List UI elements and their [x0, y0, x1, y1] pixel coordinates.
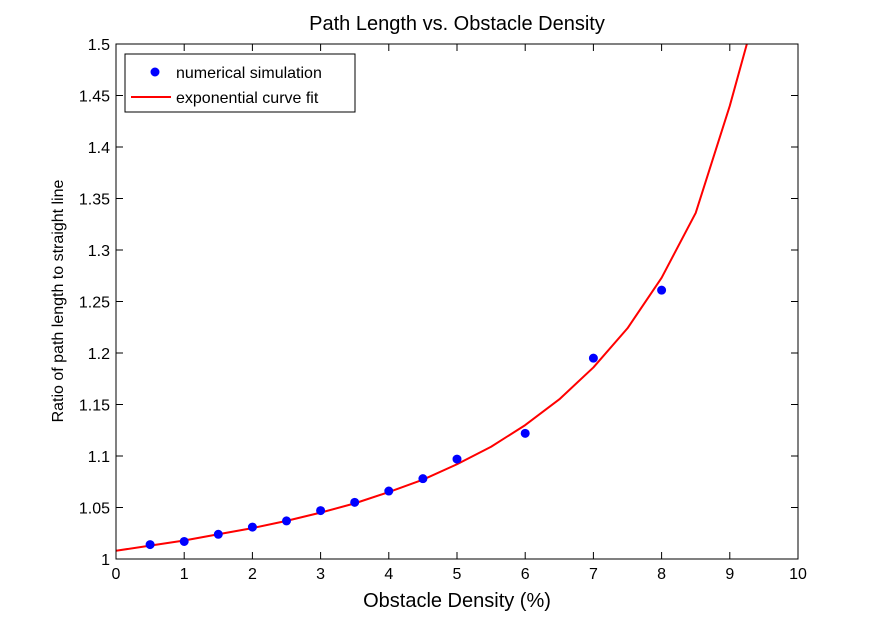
x-tick-label: 6: [521, 566, 530, 583]
y-axis-ticks: 1 1.05 1.1 1.15 1.2 1.25 1.3 1.35 1.4 1.45 1.5: [79, 37, 798, 569]
x-tick-label: 10: [789, 566, 807, 583]
data-point-numerical-simulation: [350, 497, 360, 507]
data-point-numerical-simulation: [452, 454, 462, 464]
chart-title: Path Length vs. Obstacle Density: [309, 13, 605, 35]
y-tick-label: 1.45: [79, 89, 110, 106]
data-point-numerical-simulation: [247, 522, 257, 532]
y-tick-label: 1.05: [79, 501, 110, 518]
x-tick-label: 9: [725, 566, 734, 583]
data-point-numerical-simulation: [588, 353, 598, 363]
legend: numerical simulation exponential curve f…: [124, 53, 356, 113]
series-exponential-curve-fit-line: [115, 43, 748, 552]
y-tick-label: 1.4: [88, 140, 110, 157]
data-point-numerical-simulation: [213, 529, 223, 539]
legend-label-exponential-curve-fit: exponential curve fit: [176, 90, 319, 107]
y-tick-label: 1.1: [88, 449, 110, 466]
x-axis-ticks: 0 1 2 3 4 5 6 7 8 9 10: [112, 44, 807, 583]
y-tick-label: 1.35: [79, 192, 110, 209]
x-tick-label: 0: [112, 566, 121, 583]
y-tick-label: 1.2: [88, 346, 110, 363]
x-tick-label: 5: [453, 566, 462, 583]
data-point-numerical-simulation: [418, 474, 428, 484]
legend-box: [124, 53, 356, 113]
y-axis-label: Ratio of path length to straight line: [50, 179, 67, 422]
x-tick-label: 8: [657, 566, 666, 583]
data-point-numerical-simulation: [145, 540, 155, 550]
data-point-numerical-simulation: [520, 428, 530, 438]
plot-area: [116, 44, 798, 559]
points-layer: [145, 285, 667, 550]
data-point-numerical-simulation: [384, 486, 394, 496]
y-tick-label: 1.3: [88, 243, 110, 260]
data-point-numerical-simulation: [316, 506, 326, 516]
x-tick-label: 4: [384, 566, 393, 583]
x-tick-label: 2: [248, 566, 257, 583]
data-point-numerical-simulation: [282, 516, 291, 526]
legend-marker-numerical-simulation: [150, 67, 160, 77]
curve-layer: [115, 43, 748, 552]
x-tick-label: 1: [180, 566, 189, 583]
x-axis-label: Obstacle Density (%): [363, 590, 551, 612]
data-point-numerical-simulation: [179, 536, 189, 546]
y-tick-label: 1.5: [88, 37, 110, 54]
y-tick-label: 1.15: [79, 398, 110, 415]
x-tick-label: 3: [316, 566, 325, 583]
x-tick-label: 7: [589, 566, 598, 583]
data-point-numerical-simulation: [657, 285, 667, 295]
y-tick-label: 1.25: [79, 295, 110, 312]
y-tick-label: 1: [101, 552, 110, 569]
legend-label-numerical-simulation: numerical simulation: [176, 65, 322, 82]
